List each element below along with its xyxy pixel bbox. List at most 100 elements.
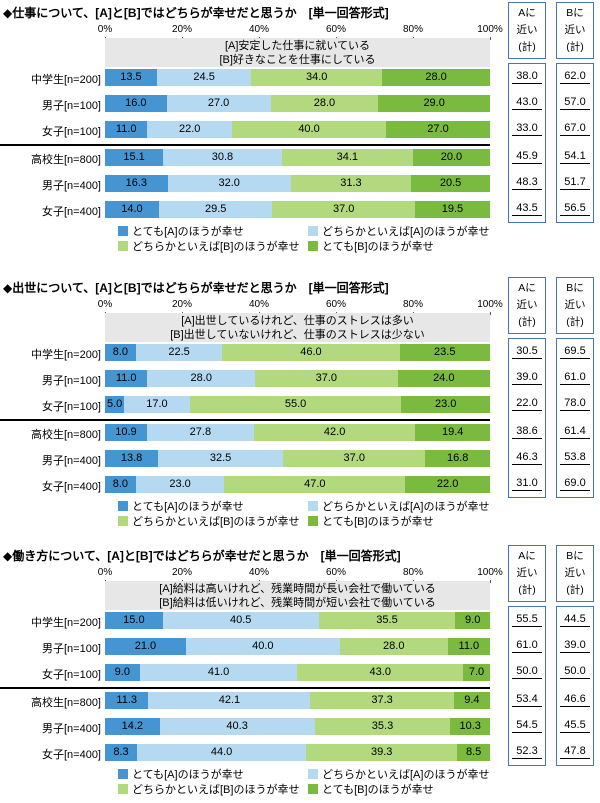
a-total-column [508, 606, 546, 766]
segment-value: 20.0 [440, 151, 463, 163]
axis-tick-label: 80% [402, 299, 424, 310]
bar-segment: 8.0 [105, 344, 136, 361]
legend-item: どちらかといえば[B]のほうが幸せ [118, 516, 308, 529]
segment-value: 39.3 [371, 746, 393, 758]
axis-tick-label: 20% [171, 24, 193, 35]
bar-segment: 23.0 [135, 476, 225, 493]
bar-row: 中学生[n=200] 15.0 40.5 35.5 9.0 55.5 44.5 [0, 612, 600, 629]
segment-value: 55.0 [284, 398, 307, 410]
bar-segment: 13.8 [105, 450, 159, 467]
bar-segment: 15.1 [105, 149, 164, 166]
bar-segment: 20.0 [412, 149, 490, 166]
a-total-value: 39.0 [508, 371, 546, 385]
b-total-column [556, 606, 594, 766]
legend-label: とても[A]のほうが幸せ [132, 501, 244, 513]
bar-segment: 8.0 [105, 476, 136, 493]
bar-segment: 16.0 [105, 95, 167, 112]
row-label: 男子[n=100] [41, 100, 101, 112]
stacked-bar: 16.3 32.0 31.3 20.5 [105, 175, 490, 192]
bar-row: 男子[n=400] 14.2 40.3 35.3 10.3 54.5 45.5 [0, 718, 600, 735]
summary-header-a: Aに 近い (計) [508, 2, 546, 59]
segment-value: 32.0 [218, 177, 240, 189]
segment-value: 13.5 [120, 71, 142, 83]
row-label: 中学生[n=200] [30, 617, 101, 629]
bar-segment: 28.0 [270, 95, 379, 112]
row-label: 女子[n=400] [41, 206, 101, 218]
stacked-bar: 21.0 40.0 28.0 11.0 [105, 638, 490, 655]
bar-segment: 17.0 [124, 396, 190, 413]
legend-label: とても[A]のほうが幸せ [132, 769, 244, 781]
bar-segment: 32.0 [167, 175, 291, 192]
a-total-value: 31.0 [508, 477, 546, 491]
bar-segment: 11.0 [447, 638, 490, 655]
a-total-value: 61.0 [508, 639, 546, 653]
segment-value: 10.9 [115, 426, 137, 438]
section-promotion: ◆出世について、[A]と[B]ではどちらが幸せだと思うか [単一回答形式] Aに近… [0, 277, 600, 535]
b-total-value: 67.0 [556, 122, 594, 136]
segment-value: 20.5 [439, 177, 462, 189]
b-total-value: 46.6 [556, 693, 594, 707]
segment-value: 46.0 [300, 346, 322, 358]
bar-segment: 10.3 [450, 718, 491, 735]
bar-row: 女子[n=100] 5.0 17.0 55.0 23.0 22.0 78.0 [0, 396, 600, 413]
stacked-bar: 8.0 22.5 46.0 23.5 [105, 344, 490, 361]
segment-value: 29.5 [204, 203, 227, 215]
row-label: 女子[n=100] [41, 126, 101, 138]
bar-segment: 40.0 [185, 638, 340, 655]
segment-value: 28.0 [383, 640, 405, 652]
bar-segment: 23.5 [399, 344, 490, 361]
segment-value: 40.3 [226, 720, 248, 732]
bar-segment: 39.3 [306, 744, 458, 761]
axis-tick-label: 40% [248, 24, 270, 35]
a-total-value: 38.6 [508, 425, 546, 439]
b-total-value: 45.5 [556, 719, 594, 733]
bar-segment: 37.0 [255, 370, 398, 387]
bar-segment: 13.5 [105, 69, 157, 86]
row-label: 女子[n=100] [41, 669, 101, 681]
segment-value: 9.0 [114, 666, 130, 678]
row-label: 男子[n=400] [41, 455, 101, 467]
segment-value: 23.0 [435, 398, 457, 410]
bar-segment: 34.0 [251, 69, 383, 86]
legend-swatch-icon [118, 501, 128, 511]
bar-segment: 32.5 [158, 450, 284, 467]
bar-segment: 16.8 [425, 450, 490, 467]
bar-row: 女子[n=100] 9.0 41.0 43.0 7.0 50.0 50.0 [0, 664, 600, 681]
a-total-value: 53.4 [508, 693, 546, 707]
a-total-value: 52.3 [508, 745, 546, 759]
bar-row: 女子[n=400] 8.3 44.0 39.3 8.5 52.3 47.8 [0, 744, 600, 761]
bar-segment: 28.0 [382, 69, 490, 86]
segment-value: 42.0 [323, 426, 346, 438]
segment-value: 24.5 [193, 71, 215, 83]
row-label: 女子[n=400] [41, 749, 101, 761]
axis-tick-label: 40% [248, 299, 270, 310]
segment-value: 30.8 [211, 151, 234, 163]
segment-value: 22.5 [168, 346, 190, 358]
bar-segment: 22.0 [147, 121, 233, 138]
b-total-value: 51.7 [556, 176, 594, 190]
bar-row: 中学生[n=200] 8.0 22.5 46.0 23.5 30.5 69.5 [0, 344, 600, 361]
segment-value: 11.0 [458, 640, 480, 652]
bar-row: 女子[n=400] 14.0 29.5 37.0 19.5 43.5 56.5 [0, 201, 600, 218]
bar-row: 中学生[n=200] 13.5 24.5 34.0 28.0 38.0 62.0 [0, 69, 600, 86]
b-total-value: 56.5 [556, 202, 594, 216]
bar-rows: 中学生[n=200] 15.0 40.5 35.5 9.0 55.5 44.5 男子[n=10… [0, 612, 600, 770]
bar-segment: 41.0 [139, 664, 298, 681]
segment-value: 22.0 [436, 478, 459, 490]
stacked-bar: 11.0 28.0 37.0 24.0 [105, 370, 490, 387]
segment-value: 41.0 [207, 666, 230, 678]
a-total-value: 43.5 [508, 202, 546, 216]
segment-value: 27.0 [207, 97, 230, 109]
bar-segment: 40.5 [162, 612, 319, 629]
b-total-value: 44.5 [556, 613, 594, 627]
bar-row: 男子[n=100] 21.0 40.0 28.0 11.0 61.0 39.0 [0, 638, 600, 655]
segment-value: 37.0 [315, 372, 338, 384]
segment-value: 35.5 [376, 614, 398, 626]
axis-tick-label: 100% [477, 299, 503, 310]
stacked-bar: 11.0 22.0 40.0 27.0 [105, 121, 490, 138]
legend-item: とても[A]のほうが幸せ [118, 769, 308, 782]
segment-value: 11.3 [116, 694, 138, 706]
stacked-bar: 16.0 27.0 28.0 29.0 [105, 95, 490, 112]
bar-segment: 24.0 [397, 370, 490, 387]
legend-label: どちらかといえば[B]のほうが幸せ [132, 784, 300, 796]
